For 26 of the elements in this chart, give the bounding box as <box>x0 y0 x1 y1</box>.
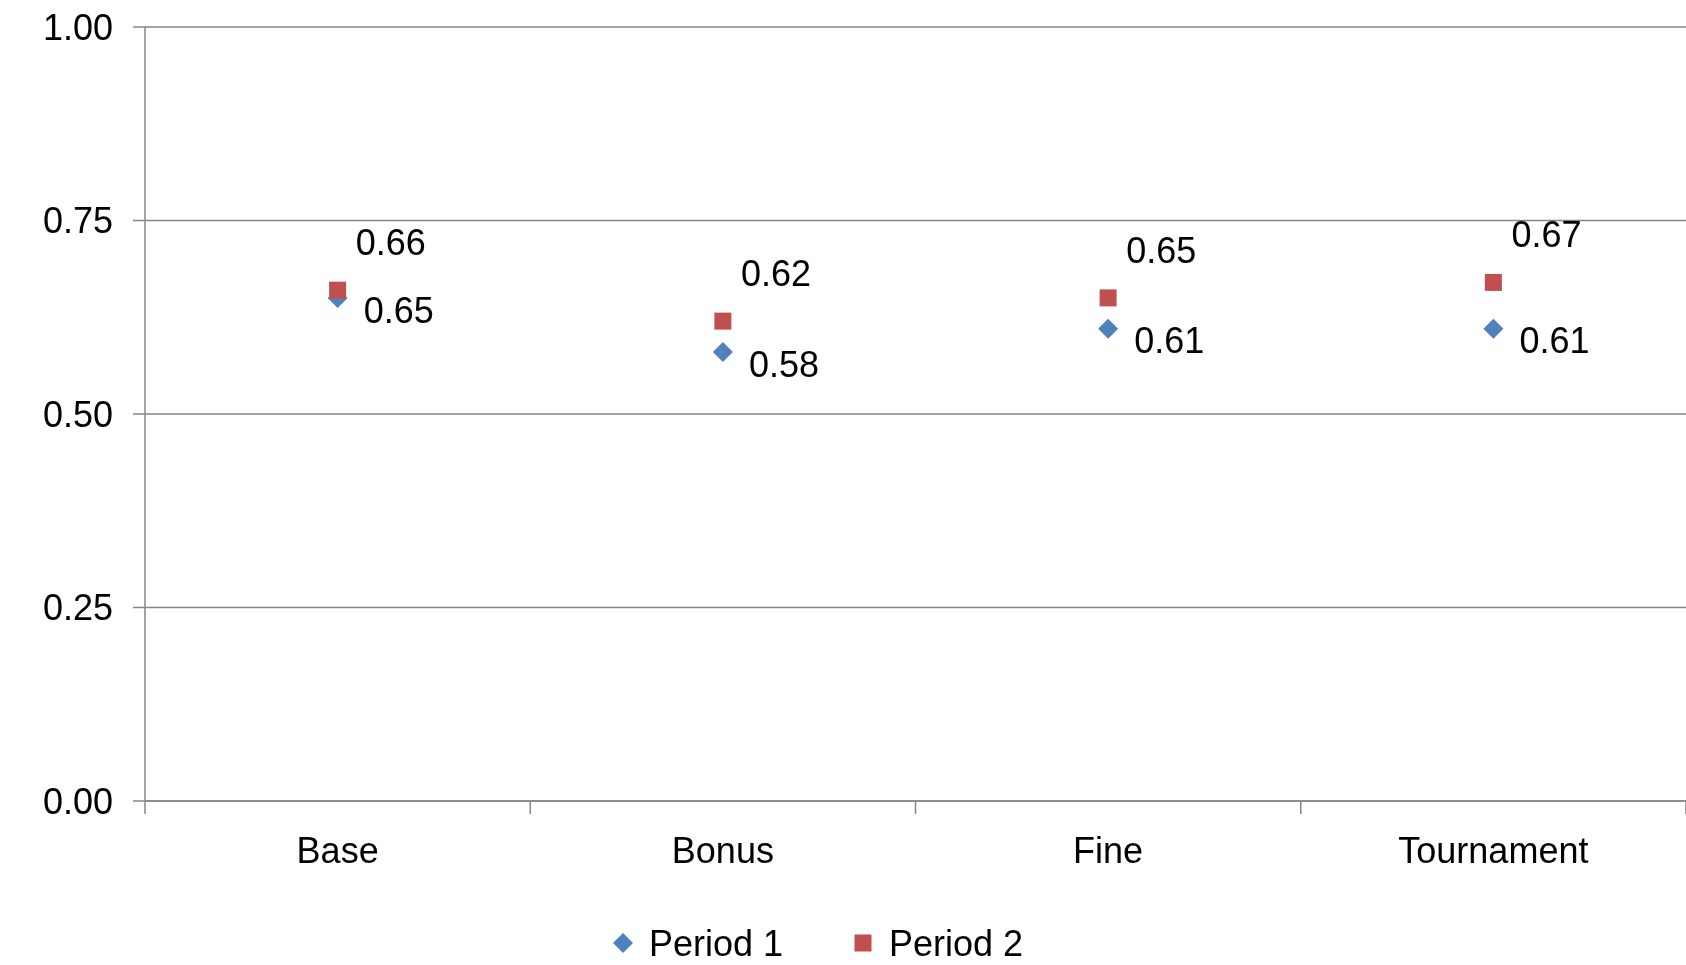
x-tick-label: Bonus <box>671 830 774 871</box>
data-label: 0.67 <box>1511 214 1582 256</box>
data-label: 0.61 <box>1519 320 1590 362</box>
point <box>712 342 733 363</box>
point <box>1483 318 1504 339</box>
x-tick-label: Tournament <box>1398 830 1589 871</box>
point <box>329 281 347 299</box>
x-tick-label: Base <box>296 830 379 871</box>
data-label: 0.58 <box>748 343 819 385</box>
legend-label: Period 1 <box>649 922 784 964</box>
y-tick-label: 0.50 <box>42 393 113 435</box>
data-label: 0.61 <box>1134 320 1205 362</box>
point <box>1099 289 1117 307</box>
y-tick-label: 0.75 <box>42 200 113 242</box>
point <box>1098 318 1119 339</box>
data-label: 0.65 <box>363 289 434 331</box>
data-label: 0.62 <box>740 252 811 294</box>
x-tick-label: Fine <box>1073 830 1144 871</box>
y-tick-label: 0.25 <box>42 587 113 629</box>
point <box>714 312 732 330</box>
y-tick-label: 0.00 <box>42 780 113 822</box>
y-tick-label: 1.00 <box>42 6 113 48</box>
point <box>1484 273 1502 291</box>
legend-label: Period 2 <box>889 922 1024 964</box>
data-label: 0.66 <box>355 221 426 263</box>
data-label: 0.65 <box>1126 229 1197 271</box>
